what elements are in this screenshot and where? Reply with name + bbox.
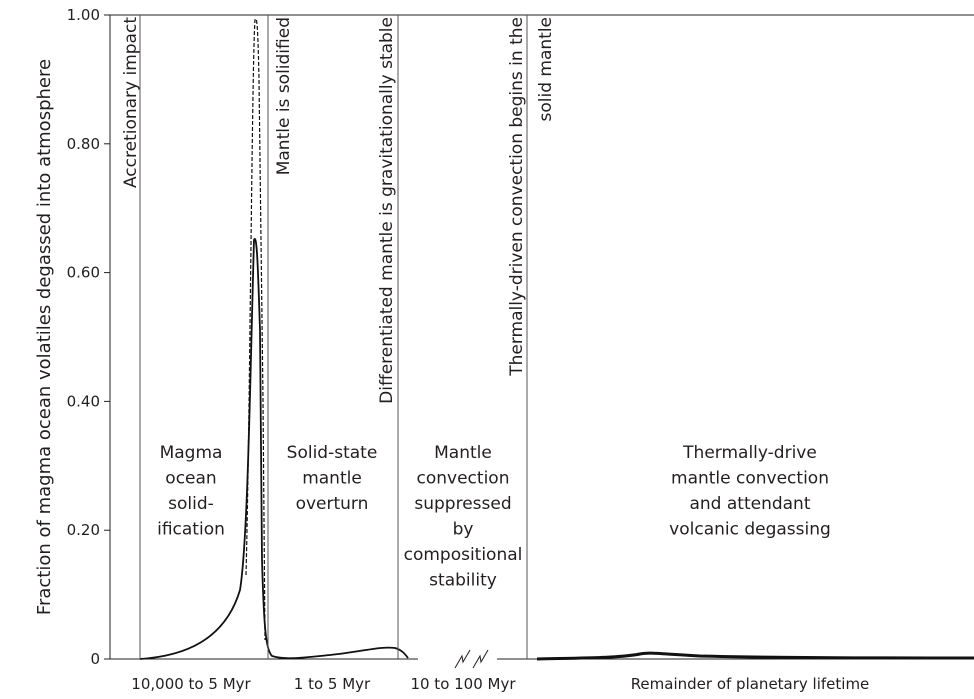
phase-label: mantle bbox=[302, 469, 362, 489]
degassing-curve-upper bbox=[245, 18, 266, 641]
phase-label: volcanic degassing bbox=[669, 520, 831, 540]
y-tick-label: 0.80 bbox=[67, 135, 100, 153]
y-tick-label: 0.60 bbox=[67, 264, 100, 282]
axis-break bbox=[454, 649, 471, 669]
phase-label: ocean bbox=[165, 469, 216, 489]
y-tick-label: 0 bbox=[90, 650, 100, 668]
phase-label: compositional bbox=[404, 545, 523, 565]
phase-label: and attendant bbox=[689, 494, 810, 514]
phase-label: Mantle bbox=[434, 443, 492, 463]
volcanic-degassing-curve bbox=[536, 651, 974, 661]
period-label: 1 to 5 Myr bbox=[294, 675, 371, 693]
y-tick-label: 0.40 bbox=[67, 392, 100, 410]
period-label: Remainder of planetary lifetime bbox=[631, 675, 870, 693]
y-tick-label: 0.20 bbox=[67, 521, 100, 539]
phase-label: mantle convection bbox=[671, 469, 829, 489]
phase-label: overturn bbox=[296, 494, 369, 514]
event-label: Accretionary impact bbox=[121, 17, 141, 188]
axis-break bbox=[472, 649, 489, 669]
phase-label: ification bbox=[157, 520, 225, 540]
period-label: 10 to 100 Myr bbox=[410, 675, 516, 693]
period-label: 10,000 to 5 Myr bbox=[131, 675, 251, 693]
phase-label: Magma bbox=[160, 443, 223, 463]
phase-label: by bbox=[453, 520, 474, 540]
y-axis-label: Fraction of magma ocean volatiles degass… bbox=[34, 59, 55, 615]
phase-label: suppressed bbox=[414, 494, 511, 514]
y-tick-label: 1.00 bbox=[67, 6, 100, 24]
event-label: Mantle is solidified bbox=[274, 17, 294, 175]
phase-label: Solid-state bbox=[287, 443, 378, 463]
event-label: Differentiated mantle is gravitationally… bbox=[377, 17, 397, 404]
phase-label: solid- bbox=[168, 494, 214, 514]
phase-label: convection bbox=[417, 469, 510, 489]
phase-label: Thermally-drive bbox=[682, 443, 817, 463]
event-label: solid mantle bbox=[536, 17, 556, 122]
phase-label: stability bbox=[429, 571, 497, 591]
degassing-curve bbox=[139, 238, 409, 660]
event-label: Thermally-driven convection begins in th… bbox=[507, 17, 527, 377]
